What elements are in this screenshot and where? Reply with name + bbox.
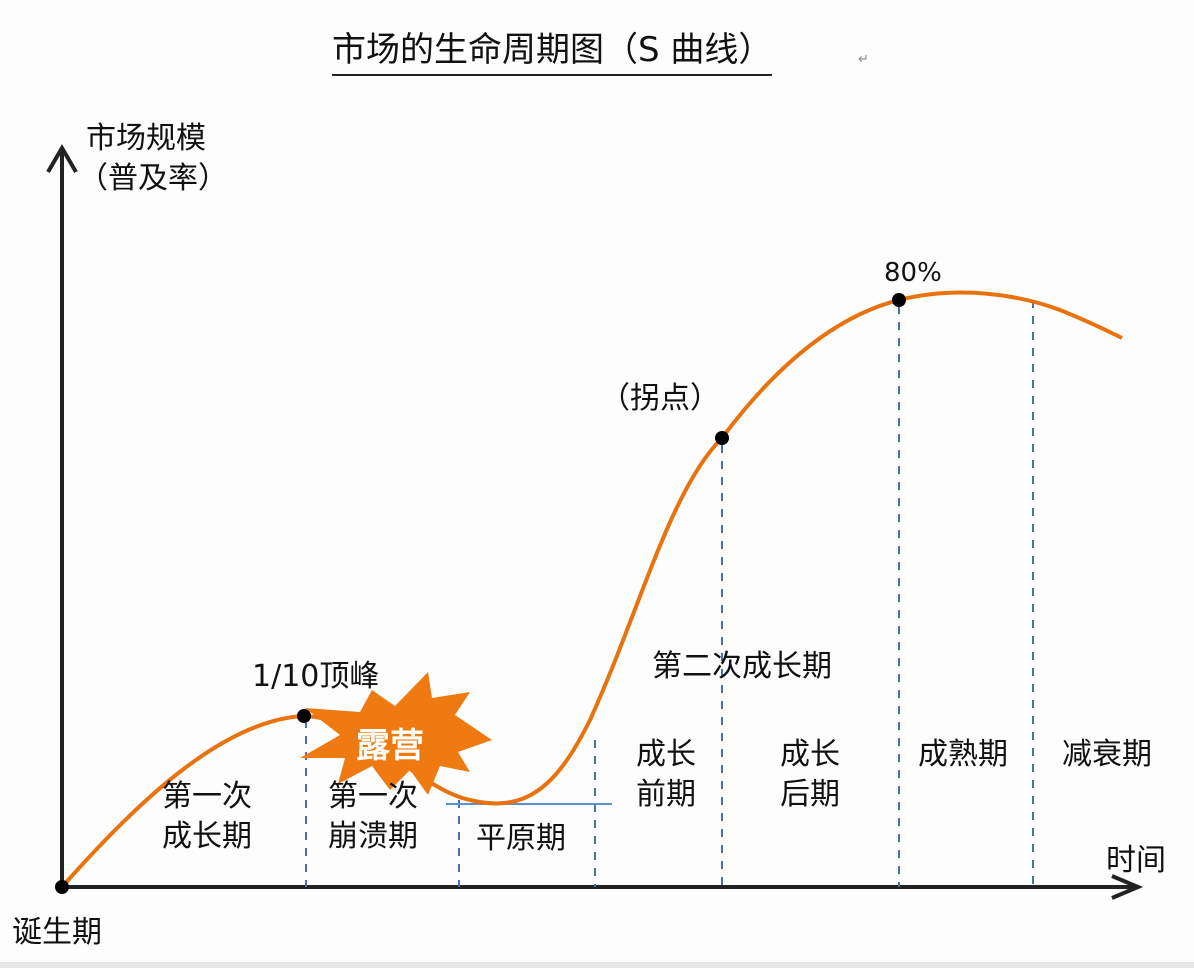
y-axis-label-line1: 市场规模 [86, 121, 206, 156]
phase-1-line1: 第一次 [162, 779, 252, 814]
burst-label: 露营 [356, 726, 424, 766]
phase-6-label: 成熟期 [918, 737, 1008, 772]
y-axis-label-line2: （普及率） [78, 161, 228, 196]
x-axis-label: 时间 [1106, 843, 1166, 878]
phase-1-line2: 成长期 [162, 819, 252, 854]
phase-5-line1: 成长 [780, 737, 840, 772]
burst-star-icon [300, 672, 492, 795]
phase-7-label: 减衰期 [1062, 737, 1152, 772]
inflection-point [715, 431, 729, 445]
return-mark: ↵ [858, 52, 869, 67]
x-axis-arrow-icon [1111, 874, 1144, 900]
bottom-bar [0, 962, 1194, 968]
small-peak-point [297, 709, 311, 723]
phase-5-line2: 后期 [780, 777, 840, 812]
origin-point [55, 880, 69, 894]
phase-4-line2: 前期 [636, 777, 696, 812]
diagram-title: 市场的生命周期图（S 曲线） [332, 28, 773, 76]
origin-label: 诞生期 [12, 915, 102, 950]
inflection-label: （拐点） [600, 381, 720, 416]
phase-3-label: 平原期 [476, 821, 566, 856]
y-axis-arrow-icon [46, 144, 78, 174]
phase-2-line1: 第一次 [328, 779, 418, 814]
small-peak-label: 1/10顶峰 [252, 659, 380, 694]
peak-80-label: 80% [884, 258, 942, 288]
peak-80-point [892, 293, 906, 307]
phase-dividers [305, 300, 1034, 887]
phase-2-line2: 崩溃期 [328, 819, 418, 854]
second-growth-label: 第二次成长期 [652, 649, 832, 684]
phase-4-line1: 成长 [636, 737, 696, 772]
